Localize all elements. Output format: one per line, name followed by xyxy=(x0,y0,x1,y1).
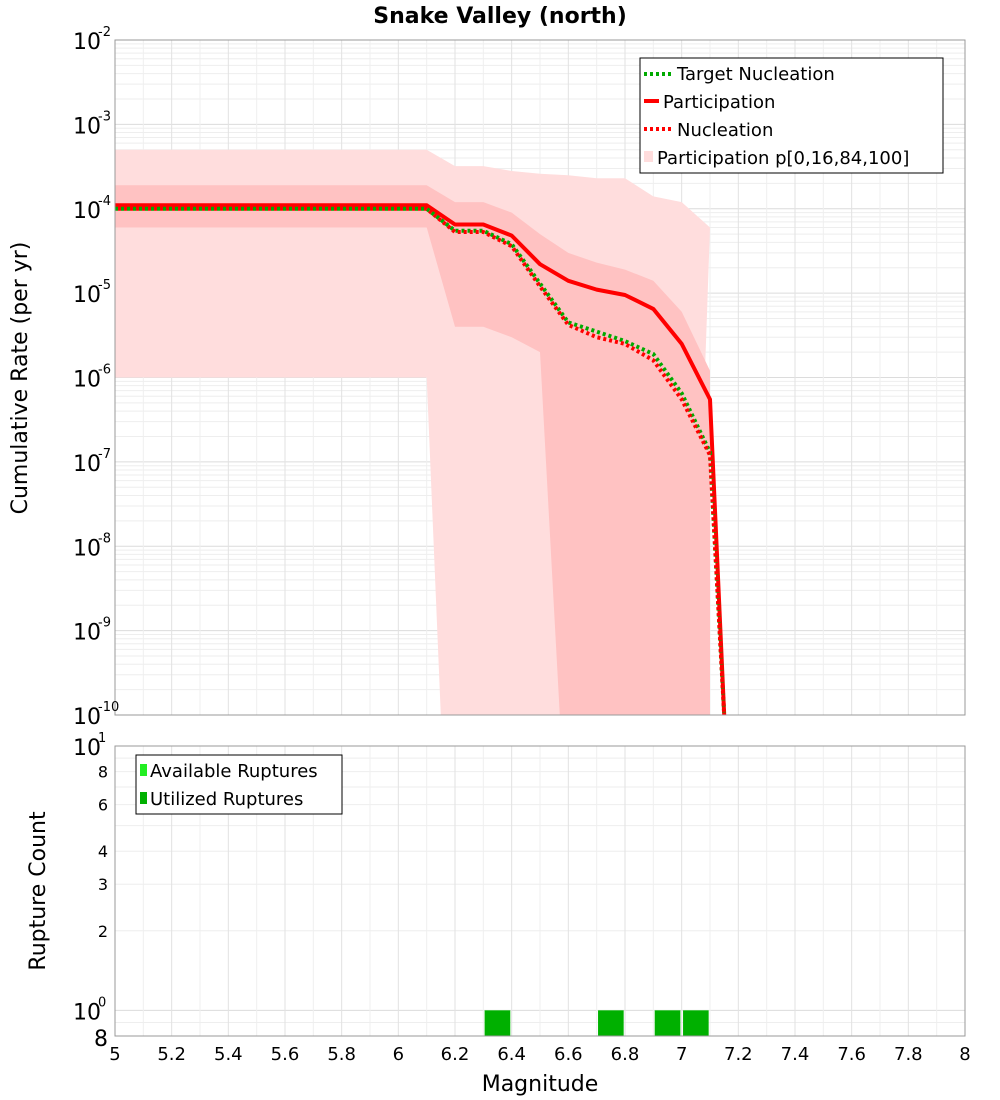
bottom-y-tick-base: 10 xyxy=(73,1000,101,1025)
x-tick-label: 5.6 xyxy=(271,1044,300,1065)
x-tick-label: 6.2 xyxy=(441,1044,470,1065)
legend-label-utilized-ruptures: Utilized Ruptures xyxy=(150,789,303,810)
top-y-tick-base: 10 xyxy=(73,621,101,646)
top-y-tick-label: 10-10 xyxy=(73,700,119,730)
top-y-tick-base: 10 xyxy=(73,114,101,139)
top-y-tick-exponent: -7 xyxy=(98,447,111,462)
top-y-tick-exponent: -4 xyxy=(98,194,111,209)
legend-swatch-utilized-ruptures xyxy=(140,792,147,804)
legend-swatch-participation-band xyxy=(644,151,653,162)
utilized-rupture-bar xyxy=(598,1010,624,1036)
x-tick-label: 7.8 xyxy=(894,1044,923,1065)
x-tick-label: 5 xyxy=(109,1044,120,1065)
bottom-y-tick-label: 4 xyxy=(98,842,108,861)
x-tick-label: 6.4 xyxy=(497,1044,526,1065)
top-y-tick-base: 10 xyxy=(73,283,101,308)
legend-label-available-ruptures: Available Ruptures xyxy=(150,761,318,782)
top-y-tick-exponent: -2 xyxy=(98,25,111,40)
top-y-tick-label: 10-9 xyxy=(73,616,111,646)
top-y-tick-label: 10-7 xyxy=(73,447,111,477)
x-tick-label: 8 xyxy=(959,1044,970,1065)
bottom-y-axis-label: Rupture Count xyxy=(26,811,51,971)
legend-label-participation-band: Participation p[0,16,84,100] xyxy=(657,148,909,169)
bottom-plot-frame xyxy=(114,745,966,1037)
bottom-y-tick-label: 3 xyxy=(98,875,108,894)
utilized-rupture-bar xyxy=(683,1010,709,1036)
nucleation-line xyxy=(115,206,727,716)
x-tick-label: 6.6 xyxy=(554,1044,583,1065)
x-tick-label: 5.8 xyxy=(327,1044,356,1065)
target-nucleation-line xyxy=(115,206,727,716)
x-tick-label: 7.4 xyxy=(781,1044,810,1065)
x-tick-label: 6.8 xyxy=(611,1044,640,1065)
top-y-tick-label: 10-5 xyxy=(73,278,111,308)
top-y-tick-exponent: -6 xyxy=(98,363,111,378)
bottom-y-tick-exponent: 1 xyxy=(98,731,106,746)
top-y-tick-label: 10-6 xyxy=(73,363,111,393)
top-y-tick-base: 10 xyxy=(73,536,101,561)
x-tick-label: 7 xyxy=(676,1044,687,1065)
top-y-tick-exponent: -5 xyxy=(98,278,111,293)
top-y-tick-label: 10-3 xyxy=(73,109,111,139)
chart-title: Snake Valley (north) xyxy=(373,4,627,29)
bottom-legend: Available Ruptures Utilized Ruptures xyxy=(135,754,343,815)
top-legend-box xyxy=(639,57,944,174)
top-y-tick-exponent: -9 xyxy=(98,616,111,631)
top-y-tick-label: 10-2 xyxy=(73,25,111,55)
bottom-y-tick-label: 8 xyxy=(98,763,108,782)
participation-line xyxy=(115,203,727,716)
top-y-tick-base: 10 xyxy=(73,452,101,477)
legend-swatch-available-ruptures xyxy=(140,764,147,776)
top-plot-frame xyxy=(114,39,966,716)
top-y-tick-base: 10 xyxy=(73,705,101,730)
bottom-y-tick-label: 101 xyxy=(73,731,106,761)
bottom-y-tick-exponent: 0 xyxy=(98,995,106,1010)
utilized-rupture-bar xyxy=(654,1010,681,1036)
bottom-legend-box xyxy=(135,754,343,815)
x-tick-label: 5.4 xyxy=(214,1044,243,1065)
top-y-axis-label: Cumulative Rate (per yr) xyxy=(8,242,33,515)
bottom-y-tick-label: 2 xyxy=(98,922,108,941)
top-y-tick-label: 10-4 xyxy=(73,194,111,224)
bottom-bars xyxy=(484,1010,709,1036)
x-tick-label: 7.2 xyxy=(724,1044,753,1065)
top-y-tick-base: 10 xyxy=(73,199,101,224)
bottom-y-tick-label: 100 xyxy=(73,995,106,1025)
bottom-y-tick-base: 10 xyxy=(73,736,101,761)
top-legend: Target Nucleation Participation Nucleati… xyxy=(639,57,944,174)
x-tick-label: 7.6 xyxy=(837,1044,866,1065)
legend-label-participation: Participation xyxy=(663,92,775,113)
bottom-y-tick-label: 6 xyxy=(98,796,108,815)
top-y-tick-base: 10 xyxy=(73,30,101,55)
utilized-rupture-bar xyxy=(484,1010,511,1036)
top-y-tick-exponent: -10 xyxy=(98,700,119,715)
top-y-tick-base: 10 xyxy=(73,368,101,393)
x-axis-label: Magnitude xyxy=(482,1072,599,1097)
top-y-tick-exponent: -3 xyxy=(98,109,111,124)
top-lines xyxy=(115,203,727,716)
x-tick-label: 6 xyxy=(393,1044,404,1065)
bottom-y-tick-label: 8 xyxy=(94,1027,108,1052)
top-y-tick-exponent: -8 xyxy=(98,531,111,546)
legend-label-target-nucleation: Target Nucleation xyxy=(676,64,835,85)
top-y-tick-label: 10-8 xyxy=(73,531,111,561)
x-tick-label: 5.2 xyxy=(157,1044,186,1065)
bottom-x-ticks: 5 5.2 5.4 5.6 5.8 6 6.2 6.4 6.6 6.8 7 7.2 7.4 7.6 7.8 8 xyxy=(109,1044,970,1065)
legend-label-nucleation: Nucleation xyxy=(677,120,773,141)
